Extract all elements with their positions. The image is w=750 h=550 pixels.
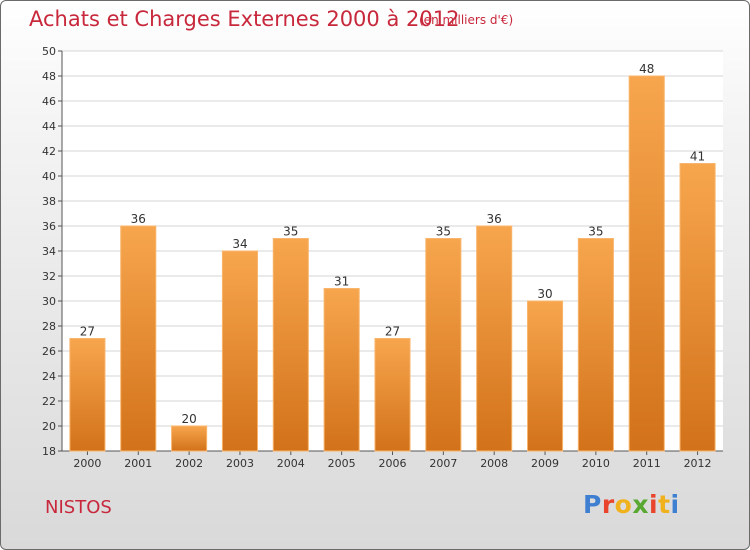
y-tick-label: 28 bbox=[42, 320, 56, 333]
bar-value-label: 41 bbox=[690, 150, 705, 164]
logo-letter: r bbox=[601, 490, 615, 519]
bar bbox=[476, 225, 513, 452]
x-tick-label: 2011 bbox=[633, 457, 661, 470]
logo-letter: t bbox=[658, 490, 671, 519]
labels: 18 20 22 24 26 28 30 32 34 36 38 40 42 44 46 48 50 27 2000… bbox=[42, 45, 712, 470]
bar-value-label: 30 bbox=[537, 287, 552, 301]
commune-name: NISTOS bbox=[45, 497, 112, 518]
proxiti-logo[interactable]: Proxiti bbox=[583, 490, 680, 519]
bar bbox=[69, 338, 106, 452]
bar bbox=[323, 288, 360, 452]
x-tick-label: 2007 bbox=[429, 457, 457, 470]
bar bbox=[171, 425, 208, 452]
logo-letter: x bbox=[632, 490, 649, 519]
bar-value-label: 35 bbox=[436, 225, 451, 239]
bar-value-label: 35 bbox=[588, 225, 603, 239]
bar-value-label: 27 bbox=[385, 325, 400, 339]
y-tick-label: 40 bbox=[42, 170, 56, 183]
y-tick-label: 42 bbox=[42, 145, 56, 158]
bar-value-label: 20 bbox=[181, 412, 196, 426]
bar bbox=[272, 238, 309, 452]
logo-letter: o bbox=[614, 490, 633, 519]
y-tick-label: 46 bbox=[42, 95, 56, 108]
x-tick-label: 2004 bbox=[277, 457, 305, 470]
bar-value-label: 31 bbox=[334, 275, 349, 289]
y-tick-label: 32 bbox=[42, 270, 56, 283]
x-tick-label: 2001 bbox=[124, 457, 152, 470]
bar bbox=[679, 163, 716, 452]
bar-value-label: 34 bbox=[232, 237, 247, 251]
bar bbox=[628, 75, 665, 452]
bar bbox=[374, 338, 411, 452]
x-tick-label: 2010 bbox=[582, 457, 610, 470]
bar bbox=[526, 300, 564, 452]
y-tick-label: 44 bbox=[42, 120, 56, 133]
y-tick-label: 24 bbox=[42, 370, 56, 383]
x-tick-label: 2000 bbox=[73, 457, 101, 470]
bar-value-label: 36 bbox=[131, 212, 146, 226]
x-tick-label: 2009 bbox=[531, 457, 559, 470]
y-tick-label: 18 bbox=[42, 445, 56, 458]
x-tick-label: 2005 bbox=[328, 457, 356, 470]
chart-title: Achats et Charges Externes 2000 à 2012 bbox=[29, 7, 460, 31]
bar-value-label: 35 bbox=[283, 225, 298, 239]
bar bbox=[425, 238, 462, 452]
logo-letter: i bbox=[649, 490, 659, 519]
y-tick-label: 22 bbox=[42, 395, 56, 408]
bar-value-label: 36 bbox=[487, 212, 502, 226]
bar-value-label: 27 bbox=[80, 325, 95, 339]
x-tick-label: 2002 bbox=[175, 457, 203, 470]
y-tick-label: 50 bbox=[42, 45, 56, 58]
y-tick-label: 36 bbox=[42, 220, 56, 233]
x-tick-label: 2006 bbox=[379, 457, 407, 470]
y-tick-label: 48 bbox=[42, 70, 56, 83]
bar bbox=[577, 238, 614, 452]
chart-subtitle: (en milliers d'€) bbox=[419, 13, 514, 27]
x-tick-label: 2008 bbox=[480, 457, 508, 470]
x-tick-label: 2003 bbox=[226, 457, 254, 470]
y-tick-label: 26 bbox=[42, 345, 56, 358]
logo-letter: i bbox=[670, 490, 680, 519]
logo-letter: P bbox=[583, 490, 602, 519]
y-tick-label: 30 bbox=[42, 295, 56, 308]
bar bbox=[221, 250, 259, 452]
bars bbox=[69, 75, 716, 452]
x-tick-label: 2012 bbox=[684, 457, 712, 470]
y-tick-label: 20 bbox=[42, 420, 56, 433]
y-tick-label: 34 bbox=[42, 245, 56, 258]
y-tick-label: 38 bbox=[42, 195, 56, 208]
bar bbox=[120, 225, 157, 452]
bar-value-label: 48 bbox=[639, 62, 654, 76]
